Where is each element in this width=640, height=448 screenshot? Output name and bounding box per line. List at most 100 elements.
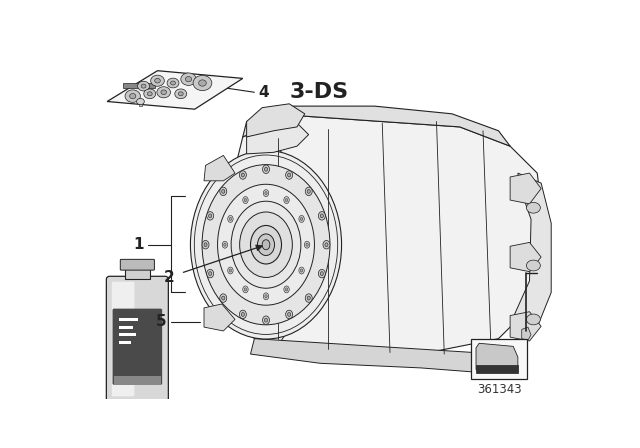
Ellipse shape xyxy=(264,318,268,322)
Ellipse shape xyxy=(207,211,214,220)
Polygon shape xyxy=(204,155,235,181)
Bar xyxy=(476,365,518,373)
Ellipse shape xyxy=(243,286,248,293)
Ellipse shape xyxy=(209,271,212,276)
Polygon shape xyxy=(510,242,541,271)
Ellipse shape xyxy=(284,286,289,293)
Bar xyxy=(472,339,527,379)
Ellipse shape xyxy=(193,75,212,90)
Polygon shape xyxy=(514,173,551,335)
Ellipse shape xyxy=(257,234,275,255)
Bar xyxy=(114,375,161,385)
Bar xyxy=(119,341,131,344)
Bar xyxy=(119,318,138,321)
Ellipse shape xyxy=(320,214,323,218)
Ellipse shape xyxy=(263,190,269,197)
Ellipse shape xyxy=(222,241,228,248)
Ellipse shape xyxy=(144,89,156,99)
Ellipse shape xyxy=(202,165,330,325)
Ellipse shape xyxy=(239,212,292,277)
Text: 2: 2 xyxy=(164,270,175,284)
Ellipse shape xyxy=(285,310,292,319)
Text: 3-DS: 3-DS xyxy=(289,82,348,102)
Polygon shape xyxy=(243,106,510,146)
Ellipse shape xyxy=(307,296,310,300)
Ellipse shape xyxy=(241,313,244,316)
Ellipse shape xyxy=(318,269,325,278)
Ellipse shape xyxy=(239,310,246,319)
Bar xyxy=(119,333,136,336)
Ellipse shape xyxy=(287,313,291,316)
FancyBboxPatch shape xyxy=(120,259,154,270)
Polygon shape xyxy=(250,339,502,373)
Ellipse shape xyxy=(526,202,540,213)
Ellipse shape xyxy=(229,217,232,220)
Ellipse shape xyxy=(320,271,323,276)
Ellipse shape xyxy=(141,84,146,88)
Ellipse shape xyxy=(129,94,136,99)
Ellipse shape xyxy=(264,168,268,171)
FancyBboxPatch shape xyxy=(112,282,134,396)
Ellipse shape xyxy=(299,215,304,222)
Ellipse shape xyxy=(263,293,269,300)
Ellipse shape xyxy=(287,173,291,177)
Ellipse shape xyxy=(181,73,196,86)
Ellipse shape xyxy=(300,269,303,272)
Ellipse shape xyxy=(262,240,270,250)
Bar xyxy=(139,102,142,106)
Ellipse shape xyxy=(239,171,246,179)
Ellipse shape xyxy=(207,269,214,278)
Ellipse shape xyxy=(147,92,152,96)
Ellipse shape xyxy=(306,243,308,246)
Ellipse shape xyxy=(305,187,312,196)
Ellipse shape xyxy=(191,151,342,339)
Ellipse shape xyxy=(150,75,164,86)
Ellipse shape xyxy=(220,294,227,302)
Bar xyxy=(119,326,132,329)
Ellipse shape xyxy=(228,215,233,222)
Ellipse shape xyxy=(265,295,267,298)
Ellipse shape xyxy=(209,214,212,218)
Ellipse shape xyxy=(136,99,145,104)
Ellipse shape xyxy=(224,243,226,246)
Ellipse shape xyxy=(228,267,233,274)
Ellipse shape xyxy=(218,184,314,305)
Ellipse shape xyxy=(285,171,292,179)
Ellipse shape xyxy=(265,192,267,195)
Text: 4: 4 xyxy=(259,85,269,100)
Ellipse shape xyxy=(221,296,225,300)
Ellipse shape xyxy=(241,173,244,177)
Ellipse shape xyxy=(202,241,209,249)
Ellipse shape xyxy=(243,197,248,203)
Polygon shape xyxy=(204,304,235,331)
Ellipse shape xyxy=(284,197,289,203)
Ellipse shape xyxy=(186,77,191,82)
Polygon shape xyxy=(510,312,541,341)
Ellipse shape xyxy=(250,225,282,264)
Ellipse shape xyxy=(231,201,301,288)
FancyBboxPatch shape xyxy=(113,309,162,385)
Ellipse shape xyxy=(157,87,170,98)
Ellipse shape xyxy=(198,80,206,86)
Polygon shape xyxy=(476,343,518,370)
Ellipse shape xyxy=(221,190,225,193)
Ellipse shape xyxy=(305,241,310,248)
Ellipse shape xyxy=(220,187,227,196)
Polygon shape xyxy=(522,327,531,340)
Polygon shape xyxy=(231,116,545,354)
Ellipse shape xyxy=(244,288,246,291)
Bar xyxy=(123,83,155,88)
Ellipse shape xyxy=(285,198,288,202)
Ellipse shape xyxy=(161,90,166,95)
Ellipse shape xyxy=(323,241,330,249)
Polygon shape xyxy=(246,123,308,154)
Polygon shape xyxy=(246,104,305,137)
FancyBboxPatch shape xyxy=(106,276,168,402)
Ellipse shape xyxy=(318,211,325,220)
Polygon shape xyxy=(125,266,150,280)
Ellipse shape xyxy=(285,288,288,291)
Text: 1: 1 xyxy=(133,237,143,252)
Ellipse shape xyxy=(167,78,179,88)
Ellipse shape xyxy=(229,269,232,272)
Ellipse shape xyxy=(300,217,303,220)
